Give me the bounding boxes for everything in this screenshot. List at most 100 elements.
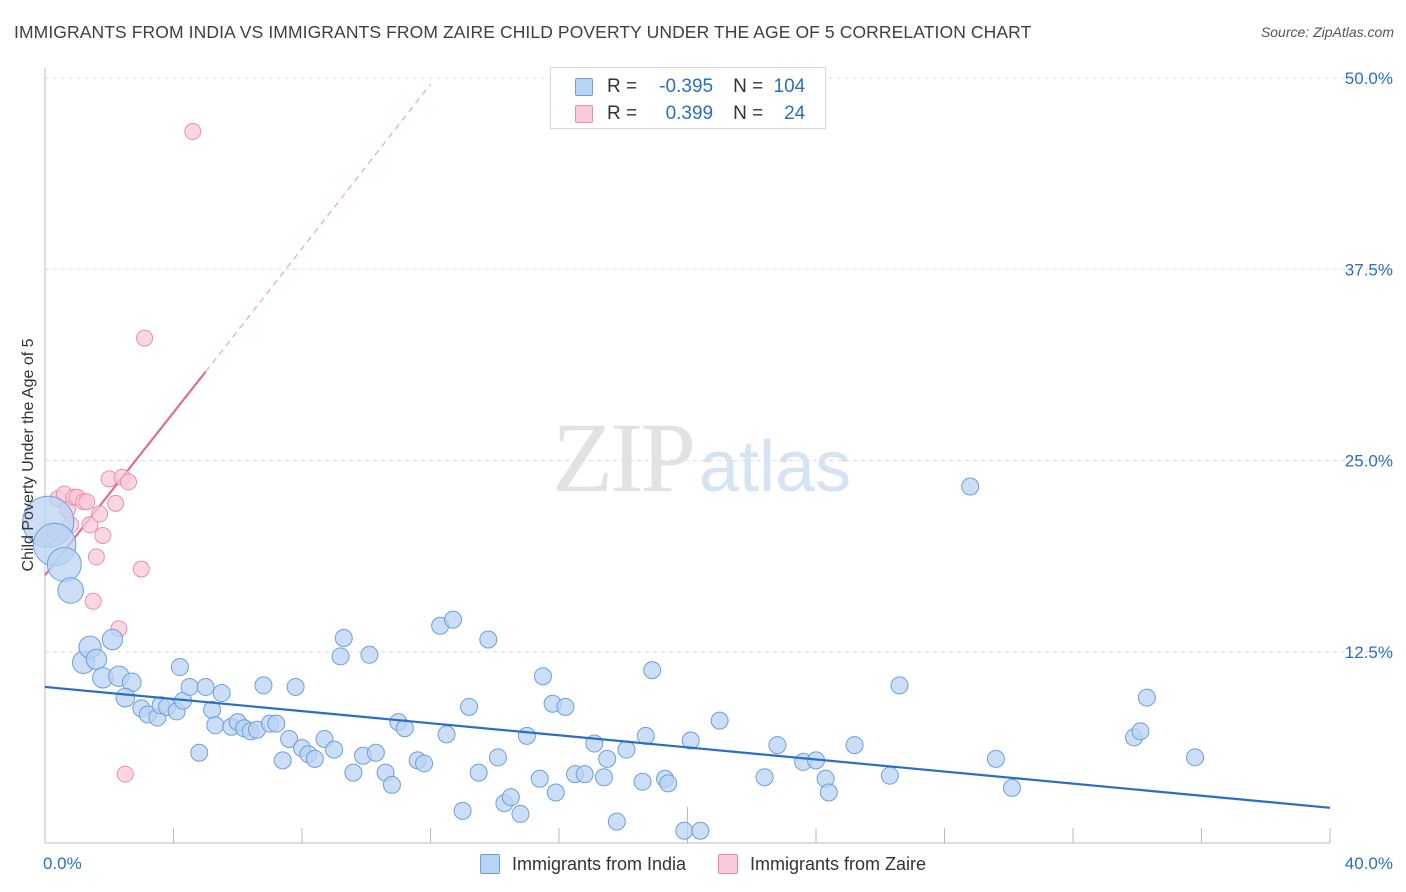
india-point <box>273 751 292 770</box>
india-point <box>880 766 899 785</box>
india-point <box>469 763 488 782</box>
india-point <box>305 749 324 768</box>
zaire-point <box>132 560 150 578</box>
india-point <box>437 725 456 744</box>
series-swatch-zaire <box>718 854 739 874</box>
legend-n-label: N = <box>733 76 764 97</box>
grid-lines <box>45 77 1392 653</box>
india-point <box>755 768 774 787</box>
india-point <box>460 697 479 716</box>
india-point <box>85 648 108 671</box>
y-tick-label: 50.0% <box>1345 69 1393 88</box>
india-point <box>643 661 662 680</box>
legend-n-value: 104 <box>773 76 806 97</box>
india-point <box>681 731 700 750</box>
india-point <box>280 729 299 748</box>
zaire-point <box>116 765 134 783</box>
india-point <box>360 645 379 664</box>
india-point <box>556 697 575 716</box>
india-point <box>986 749 1005 768</box>
series-label-india: Immigrants from India <box>511 853 687 874</box>
zaire-point <box>84 592 102 610</box>
watermark-zip: ZIP <box>552 402 696 513</box>
india-points <box>22 477 1331 840</box>
legend-swatch-india <box>575 78 593 96</box>
india-point <box>286 677 305 696</box>
india-point <box>575 765 594 784</box>
india-point <box>819 783 838 802</box>
zaire-point <box>136 329 154 347</box>
india-point <box>267 714 286 733</box>
zaire-trend-extension <box>205 83 431 373</box>
india-point <box>366 743 385 762</box>
india-point <box>382 775 401 794</box>
series-legend-india[interactable]: Immigrants from India <box>479 852 687 876</box>
india-point <box>710 711 729 730</box>
zaire-point <box>78 493 96 511</box>
india-trend-line <box>44 685 1331 809</box>
india-point <box>961 477 980 496</box>
india-point <box>675 821 694 840</box>
legend-r-value: 0.399 <box>665 103 714 124</box>
india-point <box>325 740 344 759</box>
india-point <box>453 801 472 820</box>
series-label-zaire: Immigrants from Zaire <box>750 853 927 874</box>
legend-r-label: R = <box>607 103 638 124</box>
india-point <box>533 667 552 686</box>
zaire-point <box>120 473 138 491</box>
india-point <box>212 684 231 703</box>
india-point <box>344 763 363 782</box>
india-point <box>517 726 536 745</box>
india-point <box>501 788 520 807</box>
india-point <box>57 577 84 604</box>
x-tick-label: 40.0% <box>1345 854 1393 873</box>
legend-row-zaire: R = 0.399 N = 24 <box>575 102 805 126</box>
series-legend-zaire[interactable]: Immigrants from Zaire <box>718 852 926 876</box>
watermark-atlas: atlas <box>699 427 852 507</box>
india-point <box>1002 778 1021 797</box>
series-legend: Immigrants from India Immigrants from Za… <box>0 852 1406 876</box>
trend-lines <box>44 83 431 576</box>
legend-r-value: -0.395 <box>659 76 714 97</box>
india-point <box>890 676 909 695</box>
india-point <box>415 754 434 773</box>
india-point <box>511 804 530 823</box>
india-point <box>206 716 225 735</box>
y-tick-label: 12.5% <box>1345 643 1393 662</box>
zaire-point <box>107 494 125 512</box>
india-point <box>617 740 636 759</box>
chart-title: IMMIGRANTS FROM INDIA VS IMMIGRANTS FROM… <box>14 22 1032 42</box>
india-point <box>180 677 199 696</box>
tick-labels: 12.5% 25.0% 37.5% 50.0% 0.0% 40.0% <box>43 69 1393 873</box>
watermark: ZIPatlas <box>552 400 851 515</box>
series-swatch-india <box>479 854 500 874</box>
zaire-point <box>81 516 99 534</box>
india-point <box>334 628 353 647</box>
india-point <box>594 768 613 787</box>
india-point <box>331 647 350 666</box>
legend-n-value: 24 <box>784 103 806 124</box>
india-point <box>170 658 189 677</box>
india-point <box>443 610 462 629</box>
india-point <box>691 821 710 840</box>
axes <box>44 68 1331 844</box>
zaire-point <box>184 123 202 141</box>
india-point <box>1131 722 1150 741</box>
india-point <box>530 769 549 788</box>
india-point <box>46 547 82 583</box>
india-point <box>1137 688 1156 707</box>
legend-r-label: R = <box>607 76 638 97</box>
zaire-point <box>87 548 105 566</box>
india-point <box>659 774 678 793</box>
india-point <box>633 772 652 791</box>
legend-n-label: N = <box>733 103 764 124</box>
legend-row-india: R = -0.395 N = 104 <box>575 75 805 99</box>
india-point <box>254 676 273 695</box>
india-point <box>479 630 498 649</box>
india-point <box>190 743 209 762</box>
india-point <box>196 677 215 696</box>
india-point <box>488 748 507 767</box>
legend-swatch-zaire <box>575 105 593 123</box>
india-point <box>845 736 864 755</box>
